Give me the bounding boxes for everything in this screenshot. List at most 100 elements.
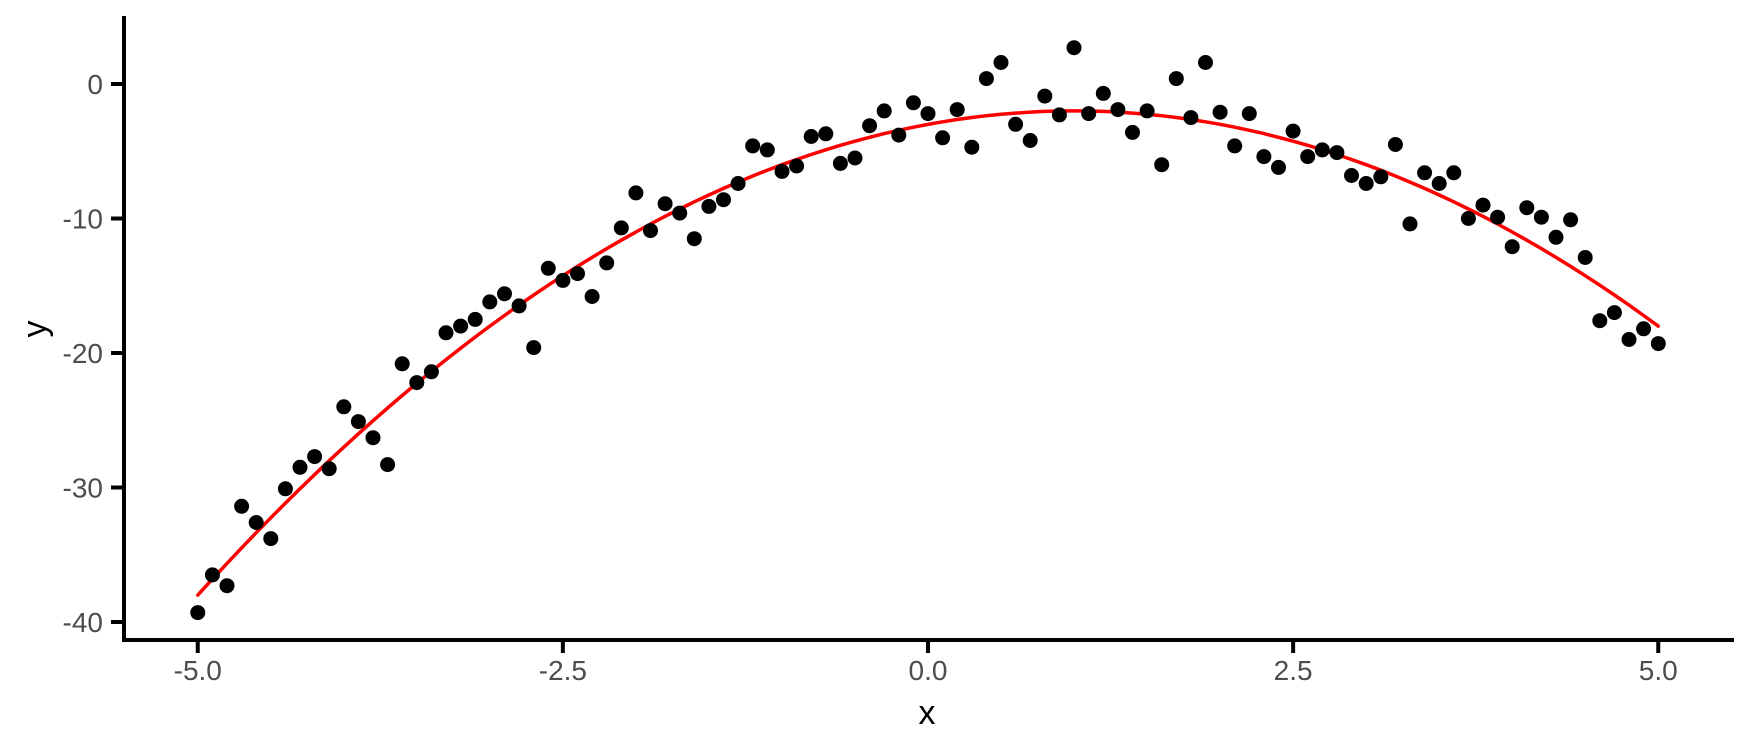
scatter-point — [1329, 145, 1345, 161]
scatter-point — [1402, 216, 1418, 232]
scatter-point — [1183, 110, 1199, 126]
y-tick-label: -40 — [63, 607, 103, 638]
scatter-point — [219, 578, 235, 594]
scatter-point — [701, 198, 717, 214]
scatter-point — [891, 127, 907, 143]
scatter-point — [350, 414, 366, 430]
scatter-point — [1212, 104, 1228, 120]
scatter-point — [993, 55, 1009, 70]
scatter-point — [1358, 176, 1374, 191]
scatter-point — [234, 498, 250, 514]
scatter-point — [613, 220, 629, 236]
scatter-point — [1563, 212, 1579, 228]
x-tick-label: -2.5 — [539, 655, 587, 686]
scatter-point — [584, 289, 600, 304]
fit-curve — [196, 109, 1660, 597]
x-axis-title: x — [919, 694, 936, 732]
scatter-point — [1490, 209, 1506, 225]
scatter-point — [599, 255, 615, 271]
scatter-point — [511, 298, 527, 314]
scatter-point — [1241, 106, 1257, 122]
scatter-point — [1344, 168, 1359, 183]
scatter-point — [248, 515, 264, 530]
scatter-point — [1519, 200, 1535, 216]
y-tick-label: -30 — [63, 473, 103, 504]
scatter-point — [540, 260, 556, 276]
scatter-point — [1227, 138, 1243, 154]
scatter-point — [1548, 229, 1564, 245]
scatter-point — [1285, 123, 1301, 139]
scatter-point — [1066, 40, 1082, 56]
scatter-point — [292, 459, 308, 475]
scatter-point — [876, 103, 892, 119]
scatter-point — [789, 158, 805, 174]
scatter-point — [818, 126, 834, 142]
scatter-point — [1387, 137, 1403, 152]
x-axis-ticks: -5.0 -2.5 0.0 2.5 5.0 — [174, 640, 1678, 686]
scatter-point — [847, 150, 863, 166]
scatter-point — [307, 449, 323, 465]
scatter-point — [1592, 313, 1608, 329]
fit-curve-layer — [196, 109, 1660, 597]
y-axis-ticks: 0 -10 -20 -30 -40 — [63, 69, 124, 638]
scatter-point — [1022, 133, 1038, 148]
scatter-point — [438, 325, 454, 341]
scatter-point — [657, 196, 673, 212]
y-tick-label: 0 — [87, 69, 103, 100]
scatter-point — [263, 531, 279, 547]
x-tick-label: 0.0 — [909, 655, 948, 686]
scatter-point — [423, 364, 439, 380]
scatter-point — [686, 231, 702, 247]
scatter-point — [730, 176, 746, 191]
x-tick-label: 2.5 — [1274, 655, 1313, 686]
scatter-point — [365, 430, 381, 446]
scatter-point — [1271, 159, 1286, 175]
scatter-point — [672, 205, 688, 221]
scatter-point — [336, 399, 352, 415]
scatter-point — [1154, 157, 1170, 173]
scatter-point — [643, 223, 658, 239]
scatter-point — [1051, 107, 1067, 123]
scatter-point — [1095, 85, 1111, 101]
scatter-point — [190, 605, 206, 621]
scatter-point — [570, 266, 585, 282]
scatter-point — [1300, 149, 1316, 165]
scatter-point — [1621, 332, 1637, 347]
scatter-point — [628, 185, 644, 201]
scatter-point — [409, 375, 425, 391]
scatter-point — [1577, 250, 1593, 265]
scatter-point — [964, 139, 980, 155]
x-tick-label: 5.0 — [1639, 655, 1678, 686]
scatter-point — [978, 71, 994, 87]
scatter-point — [920, 106, 936, 122]
y-tick-label: -10 — [63, 204, 103, 235]
scatter-point — [1460, 211, 1476, 226]
scatter-point — [380, 457, 396, 473]
scatter-point — [1431, 176, 1447, 191]
scatter-point — [1314, 142, 1330, 158]
y-tick-label: -20 — [63, 338, 103, 369]
scatter-point — [1037, 88, 1053, 104]
scatter-point — [1533, 209, 1549, 225]
scatter-point — [832, 155, 848, 171]
scatter-points-layer — [190, 40, 1666, 621]
scatter-point — [453, 318, 469, 334]
scatter-point — [1504, 239, 1520, 255]
scatter-point — [759, 142, 775, 158]
scatter-point — [1606, 305, 1622, 321]
scatter-point — [745, 138, 761, 154]
scatter-point — [321, 461, 337, 477]
scatter-point — [862, 118, 878, 134]
scatter-point — [716, 192, 731, 208]
scatter-point — [394, 356, 410, 372]
scatter-point — [1110, 102, 1126, 118]
scatter-point — [482, 294, 498, 310]
scatter-point — [1125, 124, 1140, 140]
scatter-point — [1008, 116, 1024, 132]
scatter-point — [935, 130, 951, 146]
scatter-point — [467, 311, 483, 327]
scatter-point — [204, 567, 220, 583]
